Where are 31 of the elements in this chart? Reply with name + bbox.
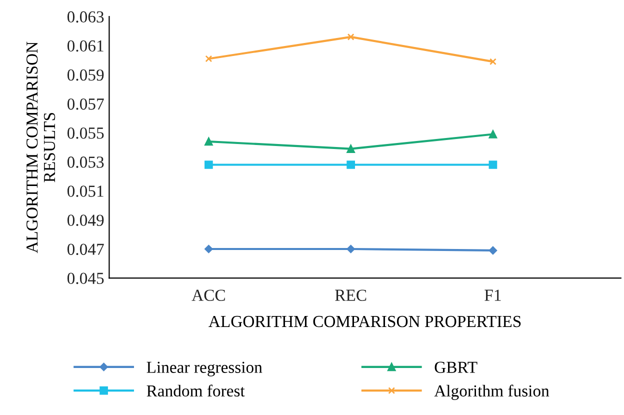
point <box>488 246 498 255</box>
point <box>204 160 213 169</box>
legend-label: Linear regression <box>146 362 262 376</box>
point <box>204 137 213 146</box>
y-axis-title: ALGORITHM COMPARISON RESULTS <box>26 42 56 254</box>
point <box>346 160 355 169</box>
legend-label: Random forest <box>146 384 245 397</box>
y-tick-label: 0.045 <box>67 272 104 284</box>
point <box>346 144 355 153</box>
point <box>489 58 496 66</box>
legend-label: Algorithm fusion <box>434 384 550 400</box>
point <box>488 160 498 169</box>
y-tick-label: 0.055 <box>67 128 104 139</box>
x-tick-label: ACC <box>192 290 225 301</box>
legend-label: GBRT <box>434 362 478 373</box>
point <box>488 130 498 138</box>
point <box>205 55 212 62</box>
point <box>346 244 355 254</box>
y-tick-label: 0.051 <box>67 186 104 197</box>
y-tick-label: 0.049 <box>67 214 104 226</box>
point <box>204 244 213 254</box>
y-tick-label: 0.063 <box>67 11 104 23</box>
y-tick-label: 0.057 <box>67 98 104 110</box>
y-tick-label: 0.053 <box>67 156 104 168</box>
y-tick-label: 0.047 <box>67 244 104 256</box>
x-tick-label: F1 <box>484 290 501 301</box>
x-tick-label: REC <box>335 290 366 301</box>
y-tick-label: 0.061 <box>67 40 104 52</box>
point <box>347 33 354 40</box>
y-tick-label: 0.059 <box>67 69 104 81</box>
x-axis-title: ALGORITHM COMPARISON PROPERTIES <box>208 316 521 328</box>
